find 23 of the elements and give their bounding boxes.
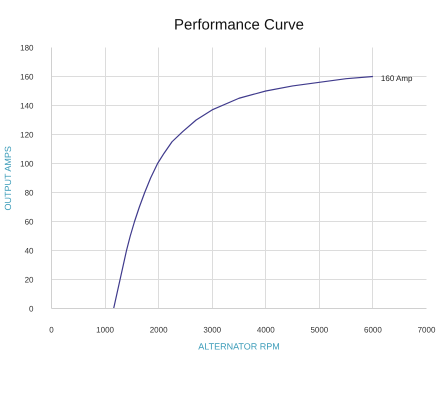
line-series <box>113 76 374 308</box>
x-tick-label: 2000 <box>150 326 168 334</box>
y-tick-label: 20 <box>24 276 34 284</box>
y-tick-label: 40 <box>24 246 34 256</box>
x-tick-label: 0 <box>49 326 54 334</box>
x-tick-label: 5000 <box>310 326 329 334</box>
x-tick-label: 7000 <box>418 326 436 334</box>
y-tick-label: 180 <box>20 44 34 52</box>
y-tick-label: 120 <box>20 130 34 140</box>
y-tick-label: 0 <box>29 304 34 314</box>
chart-title: Performance Curve <box>174 16 304 34</box>
y-tick-label: 80 <box>24 188 34 198</box>
y-axis-title: OUTPUT AMPS <box>3 146 14 210</box>
y-tick-label: 60 <box>24 218 34 226</box>
y-tick-label: 160 <box>20 72 34 82</box>
annotation: 160 Amp <box>380 74 414 83</box>
y-tick-label: 100 <box>20 160 34 168</box>
x-tick-label: 3000 <box>203 326 222 334</box>
y-tick-label: 140 <box>20 102 34 110</box>
x-tick-label: 4000 <box>256 326 276 334</box>
x-axis-title: ALTERNATOR RPM <box>198 342 280 352</box>
x-tick-label: 1000 <box>96 326 115 334</box>
x-tick-label: 6000 <box>364 326 382 334</box>
